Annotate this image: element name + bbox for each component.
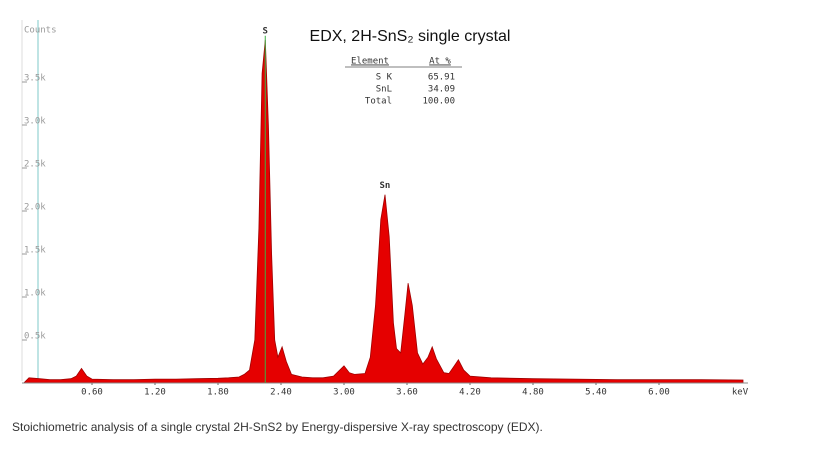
x-tick-label: 4.20	[459, 388, 481, 398]
chart-title: EDX, 2H-SnS₂ single crystal	[310, 28, 511, 45]
table-cell: 34.09	[428, 85, 455, 95]
table-cell: 100.00	[422, 97, 455, 107]
x-tick-label: 4.80	[522, 388, 544, 398]
x-tick-label: 0.60	[81, 388, 103, 398]
caption: Stoichiometric analysis of a single crys…	[12, 420, 543, 434]
y-tick-label: 1.5k	[24, 246, 46, 256]
x-tick-label: 1.80	[207, 388, 229, 398]
y-axis-label: Counts	[24, 26, 57, 36]
table-header: Element	[351, 57, 389, 67]
y-tick-label: 2.5k	[24, 160, 46, 170]
table-cell: SnL	[376, 85, 392, 95]
x-tick-label: 3.00	[333, 388, 355, 398]
table-header: At %	[429, 57, 451, 67]
y-tick-label: 2.0k	[24, 203, 46, 213]
table-cell: 65.91	[428, 73, 455, 83]
table-cell: Total	[365, 97, 392, 107]
table-cell: S K	[376, 73, 393, 83]
x-tick-label: 5.40	[585, 388, 607, 398]
x-tick-label: 3.60	[396, 388, 418, 398]
peak-label: Sn	[380, 181, 391, 191]
y-tick-label: 3.0k	[24, 117, 46, 127]
x-axis-label: keV	[732, 388, 749, 398]
y-tick-label: 1.0k	[24, 289, 46, 299]
x-tick-label: 6.00	[648, 388, 670, 398]
y-tick-label: 0.5k	[24, 332, 46, 342]
x-tick-label: 1.20	[144, 388, 166, 398]
spectrum	[22, 39, 744, 384]
peak-label: S	[263, 26, 268, 36]
x-tick-label: 2.40	[270, 388, 292, 398]
y-tick-label: 3.5k	[24, 74, 46, 84]
